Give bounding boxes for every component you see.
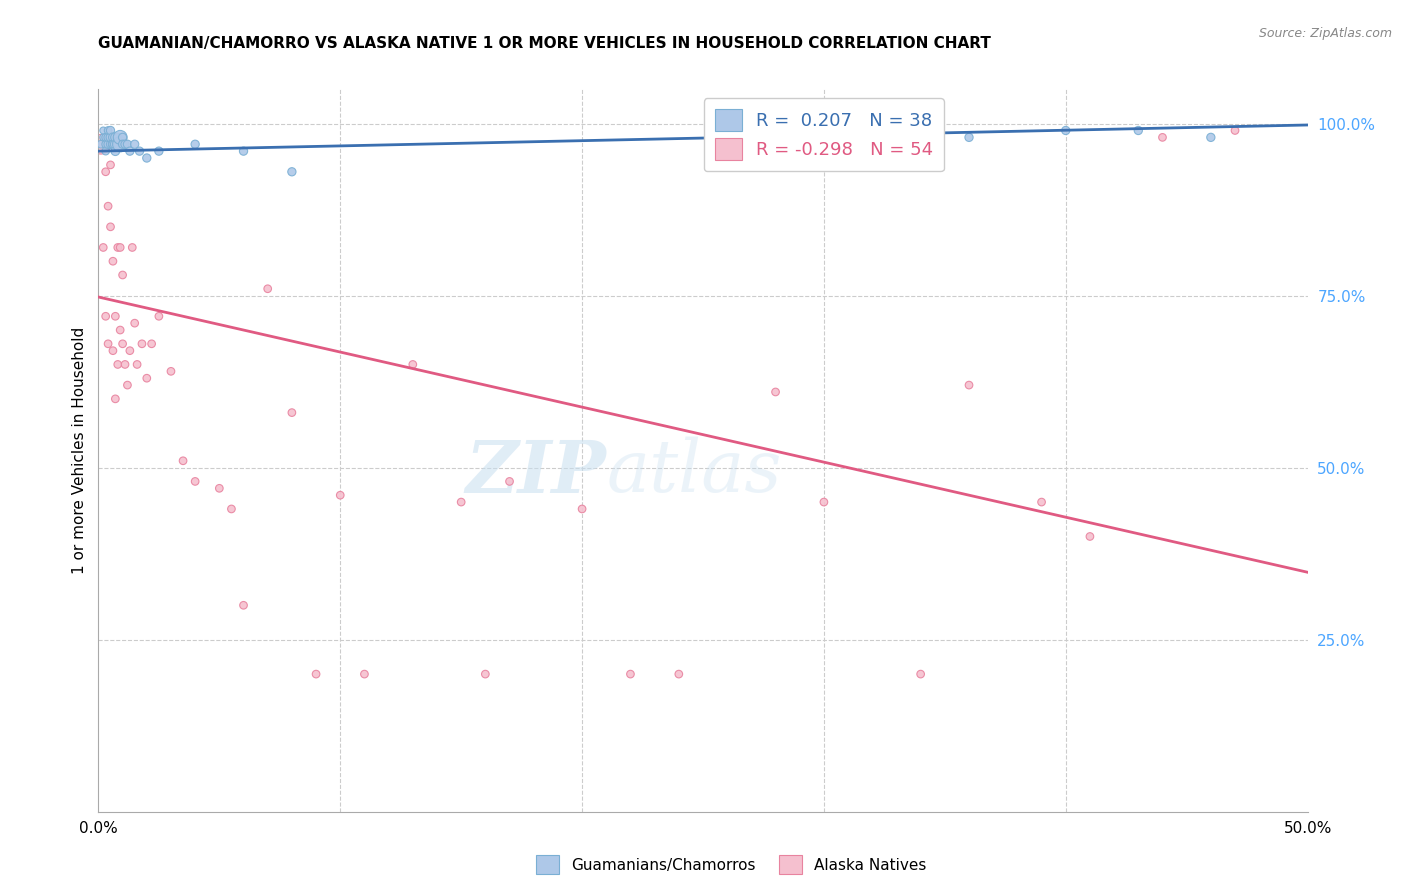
Point	[281, 406, 304, 420]
Point	[353, 667, 375, 681]
Point	[117, 137, 139, 152]
Point	[148, 144, 170, 158]
Point	[90, 137, 112, 152]
Point	[135, 371, 157, 385]
Point	[127, 358, 149, 372]
Text: GUAMANIAN/CHAMORRO VS ALASKA NATIVE 1 OR MORE VEHICLES IN HOUSEHOLD CORRELATION : GUAMANIAN/CHAMORRO VS ALASKA NATIVE 1 OR…	[98, 36, 991, 51]
Point	[91, 130, 114, 145]
Point	[498, 475, 520, 489]
Point	[97, 123, 120, 137]
Point	[571, 502, 593, 516]
Point	[668, 667, 690, 681]
Text: ZIP: ZIP	[465, 437, 606, 508]
Point	[184, 137, 207, 152]
Point	[108, 130, 131, 145]
Point	[124, 316, 146, 330]
Point	[1199, 130, 1222, 145]
Point	[91, 123, 114, 137]
Point	[108, 137, 131, 152]
Point	[256, 282, 278, 296]
Text: Source: ZipAtlas.com: Source: ZipAtlas.com	[1258, 27, 1392, 40]
Point	[101, 254, 124, 268]
Point	[172, 454, 194, 468]
Point	[402, 358, 425, 372]
Point	[97, 199, 120, 213]
Point	[813, 495, 835, 509]
Point	[232, 144, 254, 158]
Point	[114, 137, 136, 152]
Point	[100, 123, 122, 137]
Point	[329, 488, 352, 502]
Point	[104, 392, 127, 406]
Point	[90, 137, 112, 152]
Point	[107, 137, 129, 152]
Point	[111, 268, 134, 282]
Point	[1078, 529, 1101, 543]
Point	[94, 310, 117, 324]
Point	[124, 137, 146, 152]
Text: atlas: atlas	[606, 437, 782, 508]
Point	[957, 378, 980, 392]
Legend: R =  0.207   N = 38, R = -0.298   N = 54: R = 0.207 N = 38, R = -0.298 N = 54	[704, 98, 943, 171]
Point	[232, 599, 254, 613]
Point	[108, 323, 131, 337]
Point	[91, 240, 114, 254]
Point	[474, 667, 496, 681]
Point	[101, 137, 124, 152]
Point	[160, 364, 183, 378]
Point	[148, 310, 170, 324]
Point	[107, 130, 129, 145]
Point	[305, 667, 328, 681]
Point	[100, 219, 122, 234]
Point	[101, 137, 124, 152]
Point	[107, 358, 129, 372]
Point	[97, 137, 120, 152]
Point	[107, 240, 129, 254]
Point	[128, 144, 150, 158]
Point	[104, 310, 127, 324]
Point	[111, 130, 134, 145]
Point	[281, 165, 304, 179]
Point	[94, 144, 117, 158]
Point	[957, 130, 980, 145]
Point	[208, 481, 231, 495]
Point	[104, 137, 127, 152]
Point	[94, 137, 117, 152]
Point	[1223, 123, 1246, 137]
Point	[619, 667, 641, 681]
Point	[910, 667, 932, 681]
Point	[114, 358, 136, 372]
Point	[118, 343, 141, 358]
Point	[141, 336, 163, 351]
Point	[101, 130, 124, 145]
Point	[221, 502, 243, 516]
Point	[121, 240, 143, 254]
Point	[100, 158, 122, 172]
Point	[1128, 123, 1150, 137]
Point	[101, 343, 124, 358]
Point	[100, 130, 122, 145]
Point	[1054, 123, 1077, 137]
Point	[118, 144, 141, 158]
Point	[108, 240, 131, 254]
Legend: Guamanians/Chamorros, Alaska Natives: Guamanians/Chamorros, Alaska Natives	[530, 849, 932, 880]
Point	[97, 130, 120, 145]
Point	[135, 151, 157, 165]
Point	[765, 384, 787, 399]
Point	[111, 137, 134, 152]
Point	[131, 336, 153, 351]
Point	[184, 475, 207, 489]
Point	[104, 130, 127, 145]
Point	[94, 165, 117, 179]
Point	[111, 336, 134, 351]
Point	[97, 336, 120, 351]
Y-axis label: 1 or more Vehicles in Household: 1 or more Vehicles in Household	[72, 326, 87, 574]
Point	[450, 495, 472, 509]
Point	[104, 144, 127, 158]
Point	[100, 137, 122, 152]
Point	[1152, 130, 1174, 145]
Point	[94, 130, 117, 145]
Point	[1031, 495, 1053, 509]
Point	[117, 378, 139, 392]
